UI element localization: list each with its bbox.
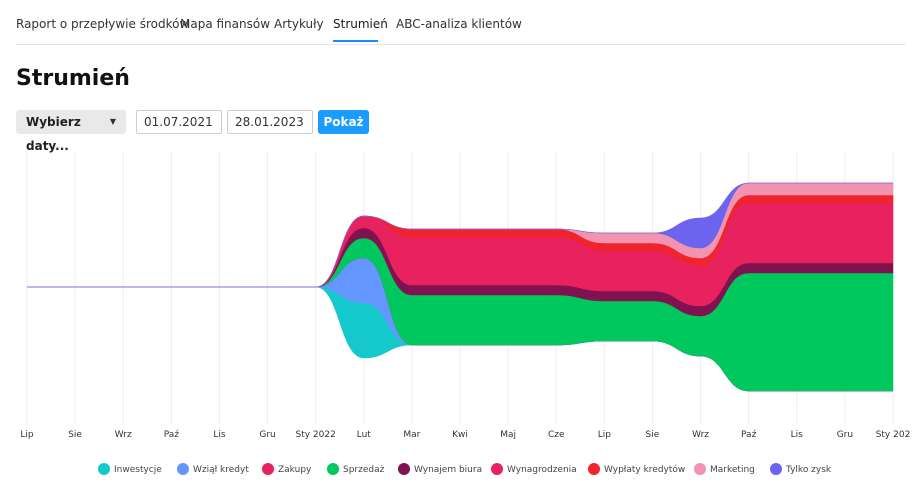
date-preset-dropdown[interactable]: Wybierz daty... ▼: [16, 110, 126, 153]
legend-label: Marketing: [710, 465, 755, 475]
legend-marker-icon: [177, 463, 189, 475]
x-tick-label: Lip: [20, 430, 34, 440]
date-preset-label: Wybierz daty...: [26, 115, 81, 153]
x-tick-label: Sie: [68, 430, 82, 440]
legend-marker-icon: [491, 463, 503, 475]
legend-item[interactable]: Inwestycje: [98, 462, 162, 478]
date-from-input[interactable]: 01.07.2021: [136, 110, 222, 134]
legend-label: Wynagrodzenia: [507, 465, 577, 475]
tab-stream[interactable]: Strumień: [333, 17, 388, 31]
x-tick-label: Mar: [403, 430, 420, 440]
series-area-tylko-zysk[interactable]: [27, 182, 893, 288]
x-tick-label: Cze: [548, 430, 565, 440]
legend-label: Wypłaty kredytów: [604, 465, 686, 475]
x-tick-label: Paź: [741, 430, 757, 440]
legend-marker-icon: [398, 463, 410, 475]
show-button[interactable]: Pokaż: [318, 110, 369, 134]
legend-item[interactable]: Sprzedaż: [327, 462, 384, 478]
x-tick-label: Wrz: [115, 430, 132, 440]
active-tab-indicator: [333, 40, 378, 42]
legend-label: Wynajem biura: [414, 465, 483, 475]
tab-bar: Raport o przepływie środków Mapa finansó…: [16, 0, 906, 45]
x-tick-label: Lip: [598, 430, 612, 440]
legend-label: Sprzedaż: [343, 465, 385, 475]
legend-marker-icon: [262, 463, 274, 475]
date-to-input[interactable]: 28.01.2023: [227, 110, 313, 134]
x-tick-label: Sty 202: [876, 430, 911, 440]
x-tick-label: Sie: [646, 430, 660, 440]
legend-item[interactable]: Wynajem biura: [398, 462, 482, 478]
legend-item[interactable]: Wynagrodzenia: [491, 462, 577, 478]
x-tick-label: Wrz: [692, 430, 709, 440]
x-tick-label: Gru: [837, 430, 853, 440]
tab-finance-map[interactable]: Mapa finansów: [180, 17, 271, 31]
legend-label: Zakupy: [278, 465, 312, 475]
legend-item[interactable]: Marketing: [694, 462, 755, 478]
x-tick-label: Sty 2022: [295, 430, 335, 440]
legend-marker-icon: [694, 463, 706, 475]
legend-item[interactable]: Wziął kredyt: [177, 462, 249, 478]
x-tick-label: Lut: [357, 430, 372, 440]
legend-item[interactable]: Wypłaty kredytów: [588, 462, 685, 478]
tab-abc-analysis[interactable]: ABC-analiza klientów: [396, 17, 522, 31]
x-tick-label: Maj: [500, 430, 516, 440]
x-tick-label: Lis: [213, 430, 226, 440]
legend-label: Tylko zysk: [786, 465, 832, 475]
x-tick-label: Paź: [164, 430, 180, 440]
legend-marker-icon: [770, 463, 782, 475]
x-tick-label: Gru: [259, 430, 275, 440]
page-title: Strumień: [16, 66, 130, 91]
legend-marker-icon: [98, 463, 110, 475]
legend-marker-icon: [588, 463, 600, 475]
tab-articles[interactable]: Artykuły: [274, 17, 324, 31]
chart-legend: Inwestycje Wziął kredyt Zakupy Sprzedaż Wyna…: [0, 462, 920, 478]
x-tick-label: Kwi: [452, 430, 468, 440]
caret-down-icon: ▼: [109, 117, 116, 126]
legend-marker-icon: [327, 463, 339, 475]
legend-label: Inwestycje: [114, 465, 162, 475]
x-tick-label: Lis: [791, 430, 804, 440]
legend-item[interactable]: Zakupy: [262, 462, 311, 478]
legend-item[interactable]: Tylko zysk: [770, 462, 831, 478]
legend-label: Wziął kredyt: [193, 465, 249, 475]
tab-cash-flow-report[interactable]: Raport o przepływie środków: [16, 17, 190, 31]
